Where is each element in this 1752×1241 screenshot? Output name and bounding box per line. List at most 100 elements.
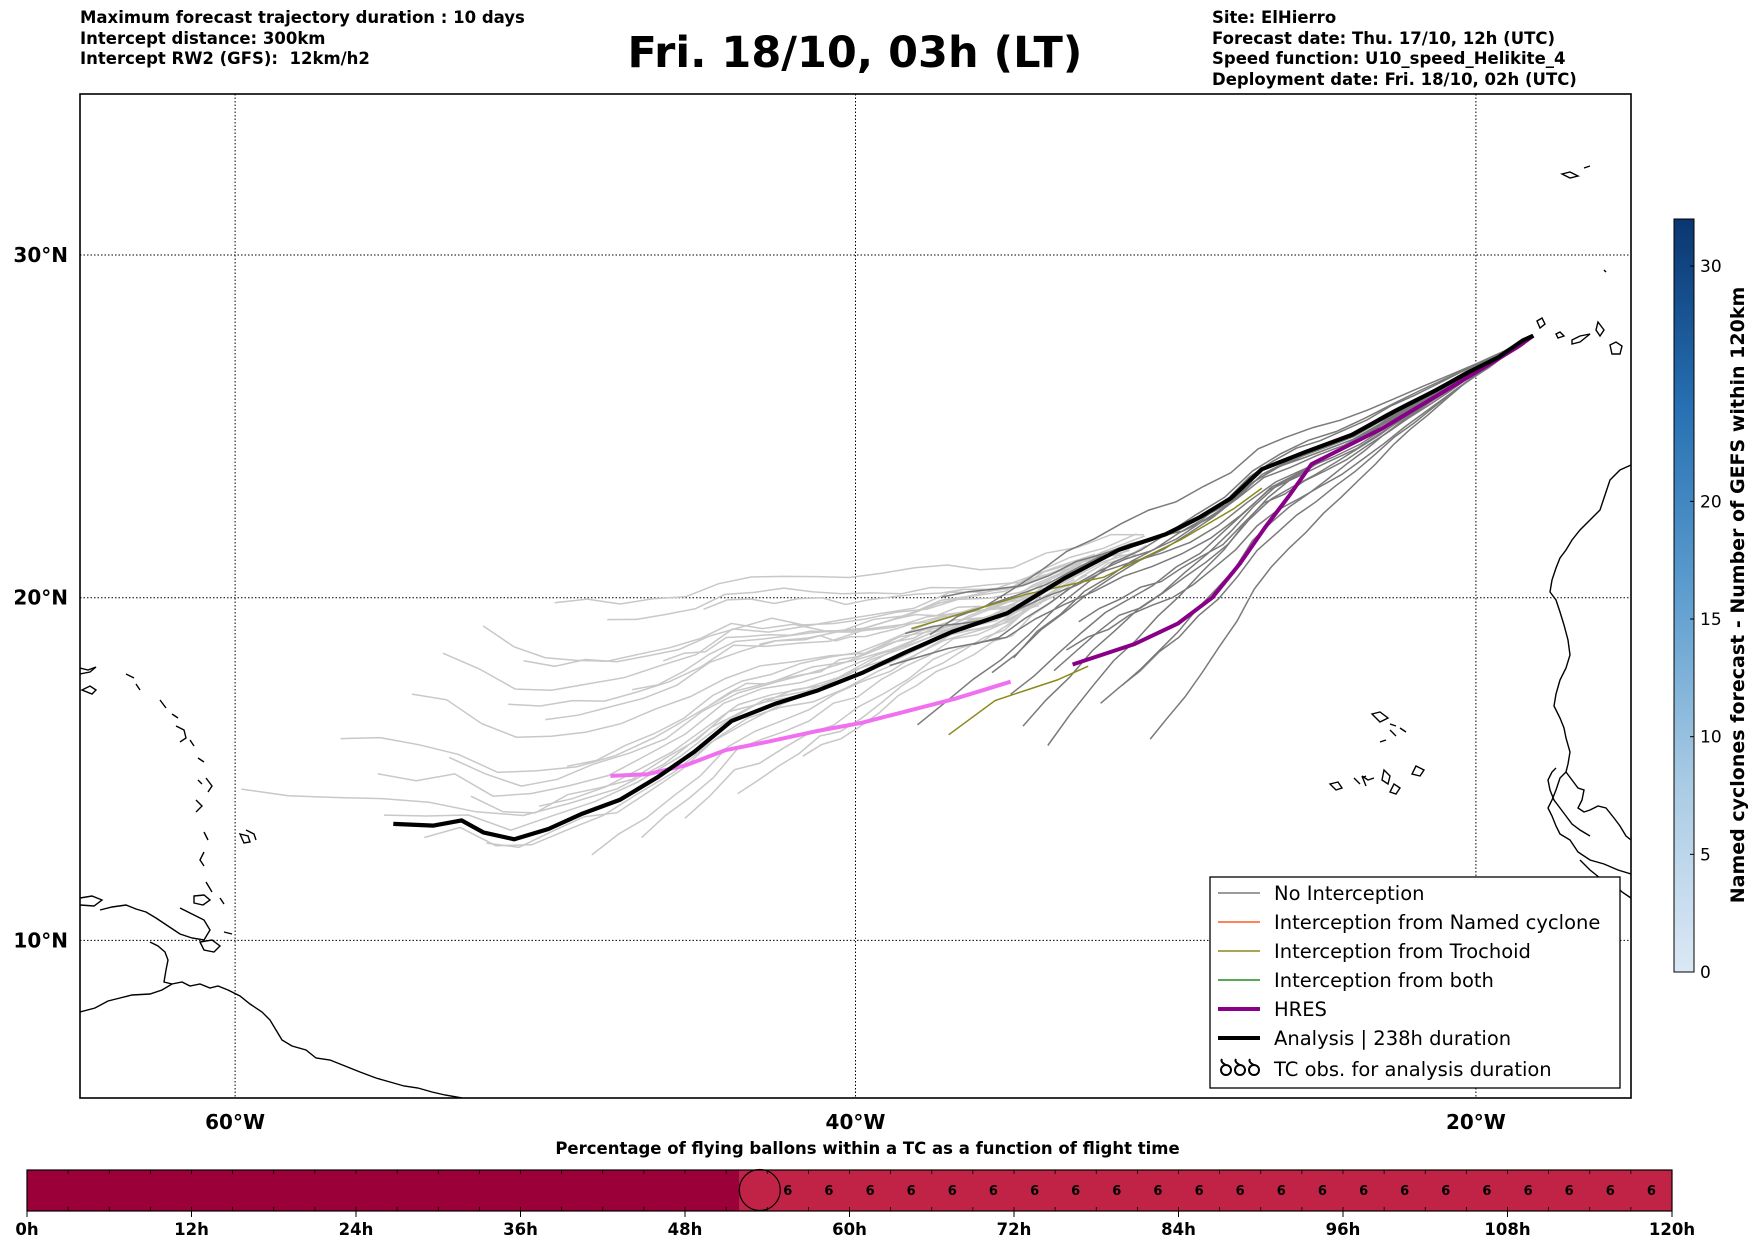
coastlines [80, 165, 1631, 1098]
legend-label-analysis: Analysis | 238h duration [1274, 1027, 1511, 1050]
timeline-cell-value: 6 [948, 1184, 957, 1199]
colorbar-tick-label: 15 [1700, 610, 1722, 630]
max-duration-text: Maximum forecast trajectory duration : 1… [80, 8, 525, 27]
ensemble-track-late [917, 335, 1533, 726]
timeline-cell-value: 6 [1030, 1184, 1039, 1199]
timeline-cell-value: 6 [1359, 1184, 1368, 1199]
colorbar-tick-label: 5 [1700, 845, 1711, 865]
africa-west-indent [1547, 771, 1631, 875]
lon-label: 20°W [1446, 1110, 1506, 1134]
ensemble-track-early [554, 533, 1144, 605]
timeline-title: Percentage of flying ballons within a TC… [555, 1139, 1180, 1158]
ensemble-track-early [486, 578, 1075, 849]
legend-label-trochoid: Interception from Trochoid [1274, 940, 1531, 963]
map-frame [79, 93, 1632, 1099]
ensemble-track-early [662, 593, 1043, 662]
colorbar: 0 5 10 15 20 30 Named cyclones forecast - Num… [1673, 218, 1749, 983]
cap-vert-coast [1547, 767, 1591, 837]
timeline-cell-value: 6 [1482, 1184, 1491, 1199]
lon-label: 60°W [205, 1110, 265, 1134]
timeline-tick-label: 48h [668, 1220, 703, 1239]
colorbar-tick-label: 10 [1700, 728, 1722, 748]
ensemble-track-early [566, 556, 1092, 768]
legend-label-hres: HRES [1274, 998, 1327, 1021]
timeline-tick-label: 0h [15, 1220, 38, 1239]
lesser-antilles [175, 725, 257, 905]
header-info-left: Maximum forecast trajectory duration : 1… [80, 8, 525, 70]
ensemble-track-early [737, 549, 1108, 795]
lake-maracaibo-coast [149, 941, 173, 985]
cuba-end [80, 895, 104, 907]
timeline-tick-label: 72h [997, 1220, 1032, 1239]
intercept-rw2-text: Intercept RW2 (GFS): 12km/h2 [80, 49, 370, 68]
bahamas [80, 673, 179, 719]
lat-label: 30°N [13, 243, 68, 267]
timeline-cell-values: 6 6 6 6 6 6 6 6 6 6 6 6 6 6 6 6 6 6 6 6 6 6 [783, 1184, 1656, 1199]
timeline-past-bar [27, 1170, 740, 1211]
timeline-tick-label: 108h [1484, 1220, 1530, 1239]
forecast-date-text: Forecast date: Thu. 17/10, 12h (UTC) [1212, 28, 1556, 48]
legend-label-tc-obs: TC obs. for analysis duration [1273, 1058, 1552, 1081]
timeline-cell-value: 6 [1565, 1184, 1574, 1199]
puerto-rico [193, 894, 212, 906]
ensemble-track-late [1010, 335, 1533, 695]
ensemble-track-late [1013, 335, 1533, 659]
porto-santo [1603, 269, 1607, 273]
page-title: Fri. 18/10, 03h (LT) [627, 28, 1083, 78]
site-text: Site: ElHierro [1212, 8, 1337, 27]
hispaniola-coast [99, 904, 211, 941]
intercept-distance-text: Intercept distance: 300km [80, 28, 326, 48]
timeline-cell-value: 6 [1236, 1184, 1245, 1199]
legend-label-no-interception: No Interception [1274, 882, 1425, 905]
south-america-coastline [80, 981, 463, 1098]
timeline-cell-value: 6 [824, 1184, 833, 1199]
ensemble-track-early [545, 533, 1137, 721]
timeline-cell-value: 6 [907, 1184, 916, 1199]
cyclone-symbol-icon [1220, 1058, 1260, 1076]
ensemble-track-early [684, 546, 1132, 819]
timeline-cell-value: 6 [1606, 1184, 1615, 1199]
trochoid-interception-track [911, 487, 1263, 630]
timeline-tick-label: 84h [1161, 1220, 1196, 1239]
timeline-tick-labels: 0h 12h 24h 36h 48h 60h 72h 84h 96h 108h 120h [15, 1211, 1695, 1239]
timeline-cell-value: 6 [866, 1184, 875, 1199]
ensemble-track-early [591, 563, 1082, 856]
lon-label: 40°W [826, 1110, 886, 1134]
timeline-cell-value: 6 [1400, 1184, 1409, 1199]
axis-labels: 10°N 20°N 30°N 60°W 40°W 20°W [13, 243, 1505, 1134]
timeline-tick-label: 120h [1649, 1220, 1695, 1239]
trochoid-interception-track [948, 665, 1089, 736]
legend-box [1209, 876, 1621, 1089]
timeline-cell-value: 6 [1071, 1184, 1080, 1199]
flight-time-timeline: 6 6 6 6 6 6 6 6 6 6 6 6 6 6 6 6 6 6 6 6 6 6 0h 12h 24h 36h 48h 60h… [15, 1168, 1695, 1239]
deployment-date-text: Deployment date: Fri. 18/10, 02h (UTC) [1212, 69, 1577, 89]
colorbar-tick-label: 20 [1700, 492, 1722, 512]
tobago [223, 931, 233, 935]
ensemble-track-early [523, 564, 1083, 668]
ensemble-track-late [1100, 335, 1533, 704]
colorbar-tick-label: 30 [1700, 257, 1722, 277]
ensemble-track-early [411, 604, 1040, 738]
colorbar-tick-label: 0 [1700, 963, 1711, 983]
timeline-tick-label: 36h [503, 1220, 538, 1239]
timeline-cell-value: 6 [1277, 1184, 1286, 1199]
lat-label: 10°N [13, 928, 68, 952]
ensemble-track-early [607, 553, 1137, 621]
timeline-cell-value: 6 [1112, 1184, 1121, 1199]
timeline-tick-label: 96h [1326, 1220, 1361, 1239]
speed-function-text: Speed function: U10_speed_Helikite_4 [1212, 49, 1566, 68]
ensemble-track-late [1149, 335, 1533, 740]
ensemble-track-late [1022, 335, 1533, 727]
ensemble-track-late [929, 335, 1533, 636]
madeira [1559, 165, 1591, 179]
timeline-cell-value: 6 [1153, 1184, 1162, 1199]
timeline-tick-label: 12h [174, 1220, 209, 1239]
trinidad [198, 939, 222, 953]
hres-track [1071, 333, 1535, 667]
timeline-cell-value: 6 [1647, 1184, 1656, 1199]
legend-label-named-cyclone: Interception from Named cyclone [1274, 911, 1600, 934]
timeline-cell-value: 6 [989, 1184, 998, 1199]
header-info-right: Site: ElHierro Forecast date: Thu. 17/10… [1212, 8, 1577, 90]
ensemble-track-early [703, 549, 1130, 610]
